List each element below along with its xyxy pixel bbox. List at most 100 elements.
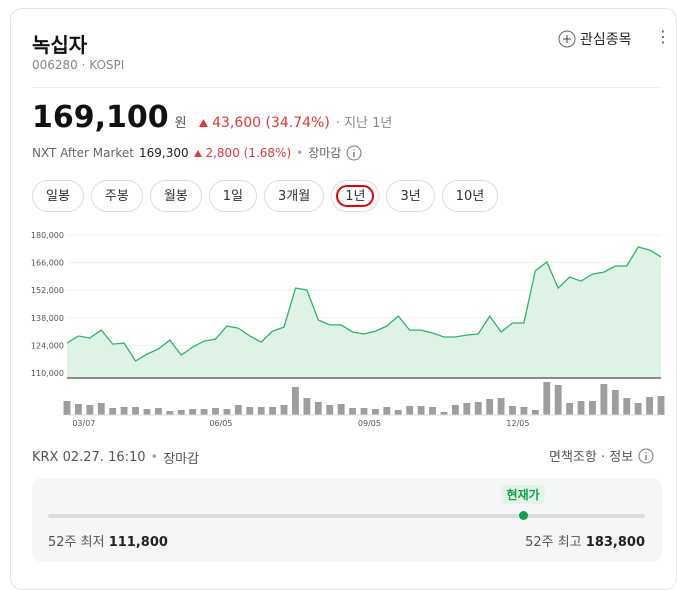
volume-bar xyxy=(257,407,265,415)
low-label: 52주 최저 xyxy=(48,535,105,550)
volume-bar xyxy=(63,401,71,415)
volume-bar xyxy=(589,401,596,415)
volume-bar xyxy=(543,382,551,415)
after-label: NXT After Market xyxy=(32,145,135,160)
footer-link-text: 면책조항 · 정보 xyxy=(549,450,634,465)
info-icon xyxy=(638,448,654,463)
footer-time: KRX 02.27. 16:10 xyxy=(32,450,146,465)
volume-bar xyxy=(474,402,482,415)
volume-bar xyxy=(520,407,528,415)
current-dot xyxy=(518,511,528,520)
volume-bar xyxy=(349,408,357,415)
after-change: 2,800 (1.68%) xyxy=(193,145,292,160)
period-tab[interactable]: 1일 xyxy=(208,180,257,212)
low-row: 52주 최저 111,800 xyxy=(48,531,168,550)
volume-bar xyxy=(154,408,162,415)
price-change-text: 43,600 (34.74%) xyxy=(212,115,330,131)
stock-code: 006280 · KOSPI xyxy=(32,58,125,72)
volume-bar xyxy=(246,407,254,415)
y-tick-label: 166,000 xyxy=(31,259,64,268)
price-unit: 원 xyxy=(174,116,187,131)
volume-bar xyxy=(337,404,345,415)
y-tick-label: 152,000 xyxy=(31,286,64,295)
period-tab[interactable]: 3년 xyxy=(386,180,435,212)
info-icon[interactable] xyxy=(346,145,362,161)
volume-bar xyxy=(371,409,379,415)
volume-bar xyxy=(440,412,448,415)
dot: • xyxy=(296,145,304,160)
period-tab[interactable]: 10년 xyxy=(441,180,499,212)
up-icon xyxy=(198,119,208,127)
volume-bar xyxy=(623,398,631,415)
volume-bar xyxy=(212,408,219,415)
volume-bar xyxy=(509,406,516,415)
volume-bar xyxy=(132,407,139,415)
watch-label: 관심종목 xyxy=(580,32,632,48)
period-tab[interactable]: 1년 xyxy=(331,180,380,212)
after-price: 169,300 xyxy=(139,145,189,160)
volume-bar xyxy=(611,390,619,415)
volume-bar xyxy=(497,398,505,415)
volume-bar xyxy=(109,408,117,415)
volume-bar xyxy=(314,402,322,415)
more-menu[interactable]: ⋮ xyxy=(655,27,671,46)
y-tick-label: 180,000 xyxy=(31,231,64,240)
page: 녹십자 006280 · KOSPI 관심종목 ⋮ 169,100 원 43,6… xyxy=(10,8,677,590)
volume-bar xyxy=(292,387,299,415)
period-tab[interactable]: 일봉 xyxy=(32,180,84,212)
dot: • xyxy=(150,450,159,465)
volume-bar xyxy=(223,409,231,415)
y-tick-label: 138,000 xyxy=(31,314,64,323)
volume-bar xyxy=(143,409,151,415)
volume-bar xyxy=(234,405,242,415)
period-tab[interactable]: 주봉 xyxy=(90,180,143,212)
volume-bar xyxy=(463,403,471,415)
volume-bar xyxy=(280,405,288,415)
period-tabs: 일봉 주봉 월봉 1일 3개월 1년 3년 10년 xyxy=(32,180,499,212)
volume-bar xyxy=(554,385,562,415)
volume-bar xyxy=(566,403,574,415)
x-tick-label: 12/05 xyxy=(506,419,529,428)
volume-bar xyxy=(166,411,174,415)
volume-bar xyxy=(634,403,642,415)
volume-bar xyxy=(646,397,654,415)
x-tick-label: 09/05 xyxy=(358,419,381,428)
volume-bar xyxy=(97,403,105,415)
price-change: 43,600 (34.74%) xyxy=(198,115,330,131)
price-line xyxy=(66,246,662,362)
x-tick-label: 03/07 xyxy=(72,419,95,428)
volume-bar xyxy=(269,407,277,415)
current-label: 현재가 xyxy=(501,485,545,504)
volume-bar xyxy=(600,384,608,415)
after-row: NXT After Market 169,300 2,800 (1.68%) •… xyxy=(32,144,362,161)
after-change-text: 2,800 (1.68%) xyxy=(205,145,292,160)
price-area xyxy=(67,247,661,378)
volume-bar xyxy=(417,406,425,415)
price-row: 169,100 원 43,600 (34.74%) · 지난 1년 xyxy=(32,100,392,135)
volume-bar xyxy=(383,407,391,415)
volume-bar xyxy=(577,401,585,415)
price: 169,100 xyxy=(32,100,169,135)
price-chart: 110,000 124,000 138,000 152,000 166,000 180,0… xyxy=(31,231,665,428)
y-tick-label: 110,000 xyxy=(31,369,64,378)
volume-bar xyxy=(326,405,334,415)
volume-bar xyxy=(86,405,94,415)
low-value: 111,800 xyxy=(108,535,168,550)
plus-icon xyxy=(558,30,576,48)
high-label: 52주 최고 xyxy=(525,535,582,550)
watch-button[interactable]: 관심종목 xyxy=(558,29,632,49)
range-track xyxy=(48,514,645,518)
footer-links[interactable]: 면책조항 · 정보 xyxy=(549,446,654,465)
period-tab[interactable]: 3개월 xyxy=(264,180,325,212)
up-icon xyxy=(193,149,202,157)
after-status: 장마감 xyxy=(308,146,342,160)
volume-bar xyxy=(657,396,665,415)
volume-bar xyxy=(120,407,128,415)
volume-bar xyxy=(429,407,436,415)
volume-bar xyxy=(189,409,197,415)
volume-bar xyxy=(177,410,185,415)
volume-bar xyxy=(406,406,414,415)
footer-status: 장마감 xyxy=(163,452,200,467)
period-tab[interactable]: 월봉 xyxy=(149,180,202,212)
high-value: 183,800 xyxy=(585,535,645,550)
